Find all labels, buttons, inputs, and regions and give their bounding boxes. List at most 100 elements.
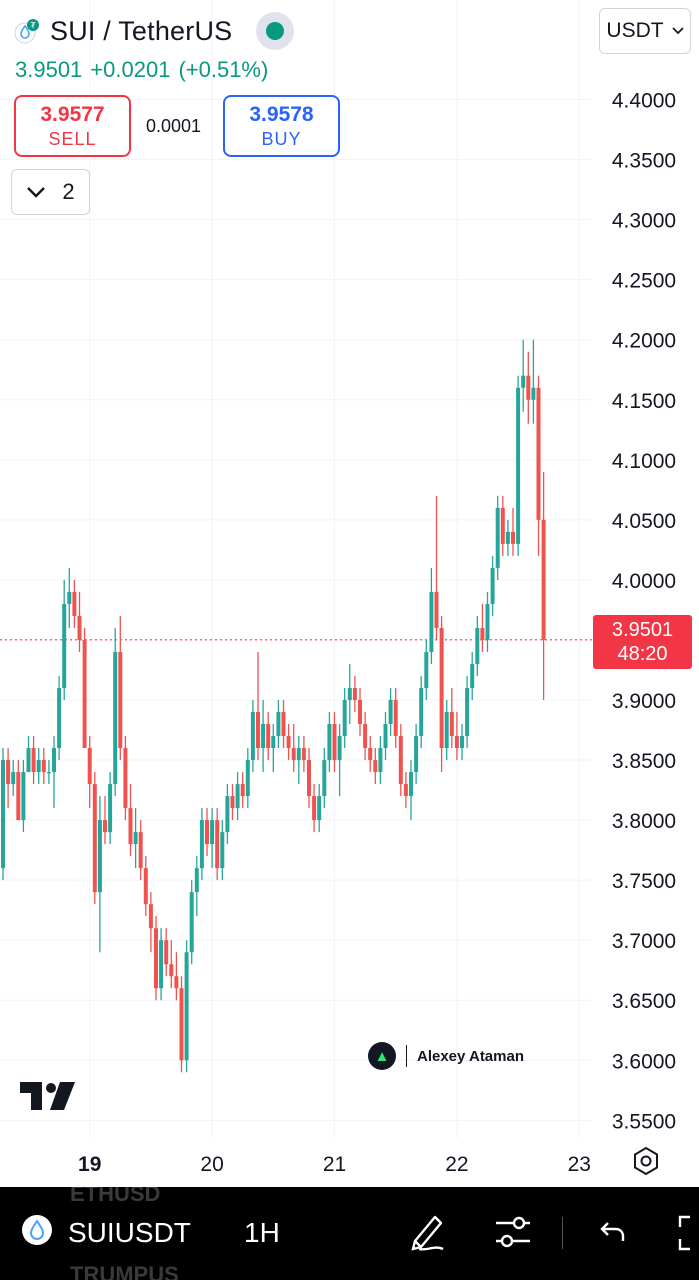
candle-body <box>82 639 87 749</box>
candle-body <box>271 736 276 749</box>
candle-body <box>26 748 31 773</box>
author-logo-icon: ▲ <box>368 1042 396 1070</box>
price-tick-label: 4.0500 <box>612 510 676 533</box>
candle-body <box>21 772 26 821</box>
candle-body <box>57 687 62 749</box>
candle-body <box>332 724 337 761</box>
candle-body <box>1 760 5 869</box>
candle-body <box>230 796 235 809</box>
candle-body <box>424 651 429 688</box>
candle-body <box>393 700 398 737</box>
chart-header: ₮ SUI / TetherUS 3.9501 +0.0201 (+0.51%) 3… <box>0 0 699 230</box>
candle-body <box>67 591 72 604</box>
price-change-percent: (+0.51%) <box>178 57 269 82</box>
candle-body <box>301 748 306 761</box>
adjust-sliders-icon[interactable] <box>493 1213 533 1256</box>
candle-body <box>480 627 485 640</box>
time-tick-label: 21 <box>323 1153 346 1176</box>
sell-label: SELL <box>48 128 97 149</box>
candle-body <box>46 772 51 774</box>
candle-body <box>62 603 67 688</box>
sui-coin-icon[interactable] <box>22 1215 52 1245</box>
candle-body <box>296 748 301 761</box>
price-axis[interactable]: 4.4000 4.3500 4.3000 4.2500 4.2000 4.1500 4.10… <box>612 90 676 1134</box>
currency-value: USDT <box>606 19 664 42</box>
spread-value: 0.0001 <box>146 116 202 136</box>
candle-body <box>113 651 118 785</box>
candle-body <box>505 531 510 544</box>
candle-body <box>250 712 255 761</box>
price-tick-label: 4.1500 <box>612 390 676 413</box>
chart-settings-icon[interactable] <box>630 1145 662 1182</box>
price-tick-label: 3.6000 <box>612 1050 676 1073</box>
candle-body <box>133 832 138 845</box>
candle-body <box>398 736 403 785</box>
last-price-tag: 3.9501 48:20 <box>593 615 692 669</box>
candle-body <box>261 724 266 749</box>
time-tick-label: 19 <box>78 1153 101 1176</box>
candle-body <box>460 736 464 749</box>
candle-body <box>164 940 169 965</box>
symbol-title[interactable]: SUI / TetherUS <box>50 15 233 46</box>
candle-body <box>245 760 250 797</box>
price-tick-label: 4.2500 <box>612 270 676 293</box>
svg-text:₮: ₮ <box>30 21 36 30</box>
candle-body <box>179 988 184 1061</box>
candlestick-chart[interactable]: 4.4000 4.3500 4.3000 4.2500 4.2000 4.1500 4.10… <box>0 0 699 1187</box>
candle-body <box>383 724 388 749</box>
price-tag-value: 3.9501 <box>611 619 674 641</box>
candle-body <box>174 976 179 989</box>
time-tick-label: 20 <box>200 1153 223 1176</box>
candle-body <box>108 784 113 833</box>
candle-body <box>352 687 357 701</box>
fullscreen-icon[interactable] <box>676 1213 699 1258</box>
drawing-pen-icon[interactable] <box>405 1209 449 1258</box>
time-axis[interactable]: 19 20 21 22 23 <box>78 1153 591 1176</box>
sui-coin-icon: ₮ <box>14 18 40 44</box>
candle-body <box>154 928 158 989</box>
buy-button[interactable]: 3.9578 BUY <box>223 95 340 157</box>
author-name: Alexey Ataman <box>417 1047 524 1065</box>
candle-body <box>16 772 21 821</box>
undo-icon[interactable] <box>596 1215 628 1252</box>
candle-body <box>87 748 92 785</box>
candle-body <box>312 796 317 821</box>
candle-body <box>444 712 449 749</box>
candle-body <box>128 808 133 845</box>
candle-body <box>210 820 215 845</box>
candle-body <box>143 868 148 905</box>
candle-body <box>511 531 515 544</box>
candle-body <box>256 712 260 749</box>
candle-body <box>449 712 454 737</box>
candle-body <box>205 820 209 845</box>
candle-body <box>123 748 128 809</box>
market-status-icon[interactable] <box>256 12 295 50</box>
candle-body <box>307 760 311 797</box>
candle-body <box>11 772 16 785</box>
candle-body <box>184 952 189 1061</box>
candle-body <box>322 760 327 797</box>
candle-body <box>342 700 347 737</box>
tradingview-logo-icon[interactable] <box>20 1082 76 1117</box>
candle-body <box>317 796 322 821</box>
interval-button[interactable]: 1H <box>244 1217 280 1248</box>
price-tick-label: 3.6500 <box>612 990 676 1013</box>
symbol-search-button[interactable]: SUIUSDT <box>68 1217 191 1248</box>
time-tick-label: 23 <box>568 1153 591 1176</box>
indicators-toggle-button[interactable]: 2 <box>11 169 90 215</box>
candle-body <box>159 940 164 989</box>
candle-body <box>92 784 97 893</box>
candle-body <box>36 760 41 773</box>
symbol-row[interactable]: ₮ SUI / TetherUS <box>14 12 295 50</box>
candle-body <box>6 760 11 785</box>
candle-body <box>429 591 434 652</box>
currency-select[interactable]: USDT <box>599 8 691 54</box>
candle-body <box>409 772 413 797</box>
price-tick-label: 4.3000 <box>612 210 676 233</box>
sell-button[interactable]: 3.9577 SELL <box>14 95 131 157</box>
candle-body <box>41 760 46 773</box>
bar-countdown: 48:20 <box>617 643 668 665</box>
candle-body <box>495 507 500 568</box>
candle-body <box>286 736 291 749</box>
candle-body <box>240 784 245 797</box>
